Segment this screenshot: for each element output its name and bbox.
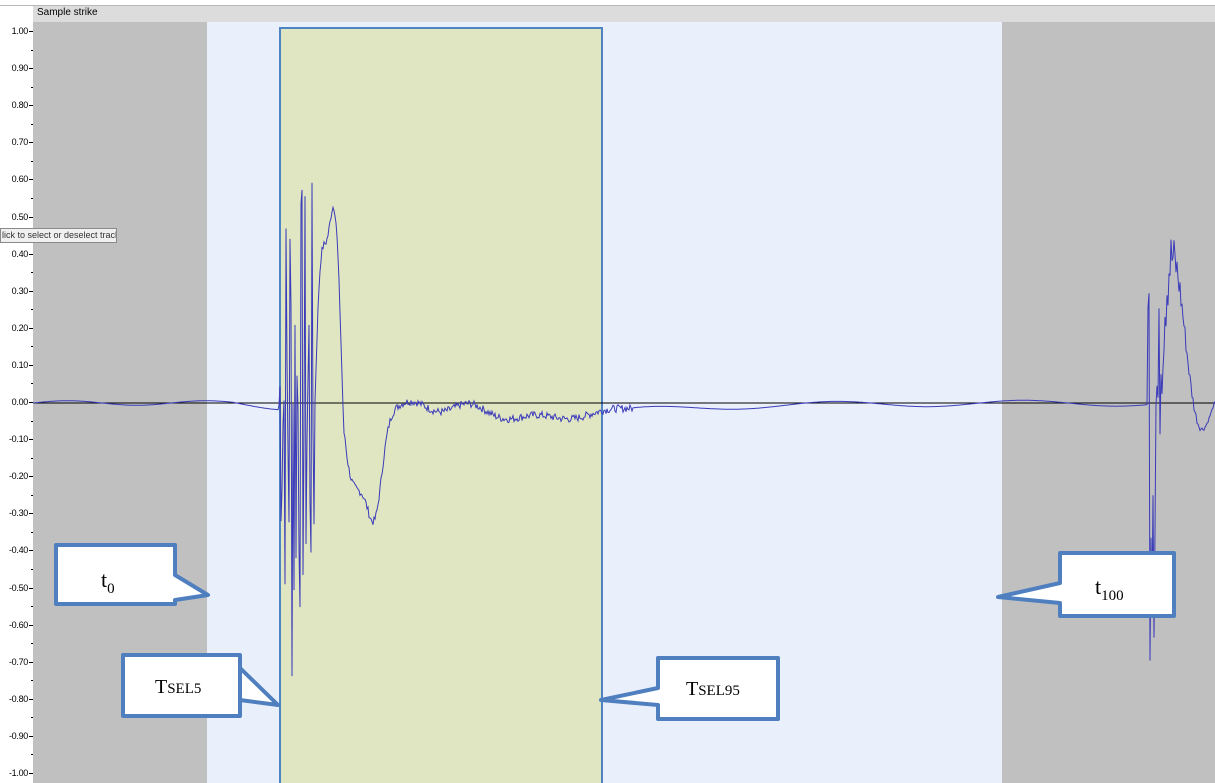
amplitude-tick-label: 0.30 (11, 285, 29, 296)
amplitude-minor-tick (31, 272, 33, 274)
amplitude-minor-tick (31, 197, 33, 199)
amplitude-minor-tick (31, 309, 33, 311)
amplitude-tick-label: -0.90 (8, 730, 28, 741)
amplitude-minor-tick (31, 160, 33, 162)
callout-t100-sub: 100 (1101, 588, 1124, 604)
callout-tsel5-main: T (155, 676, 168, 698)
amplitude-minor-tick (31, 457, 33, 459)
amplitude-minor-tick (31, 606, 33, 608)
callout-t0-sub: 0 (107, 581, 115, 597)
amplitude-tick-label: -0.20 (8, 471, 28, 482)
amplitude-minor-tick (31, 717, 33, 719)
callout-tsel5-sub: SEL5 (167, 681, 202, 697)
amplitude-tick-label: -0.40 (8, 545, 28, 556)
callout-t100-label: t100 (1095, 574, 1124, 605)
amplitude-tick-label: -0.30 (8, 508, 28, 519)
amplitude-minor-tick (31, 86, 33, 88)
amplitude-tick-mark (29, 587, 33, 589)
amplitude-tick-label: 0.50 (11, 211, 29, 222)
amplitude-minor-tick (31, 754, 33, 756)
amplitude-tick-mark (29, 773, 33, 774)
amplitude-minor-tick (31, 680, 33, 682)
callout-tsel5-label: TSEL5 (155, 676, 201, 699)
callout-tsel95-label: TSEL95 (686, 678, 740, 701)
track-header[interactable]: Sample strike (33, 6, 1215, 23)
amplitude-tick-label: 1.00 (11, 26, 29, 36)
amplitude-tick-label: -0.10 (8, 434, 28, 445)
top-border (0, 0, 1215, 6)
callout-t0-label: t0 (101, 567, 115, 598)
amplitude-minor-tick (31, 49, 33, 51)
amplitude-ruler: 1.00 0.90 0.80 0.70 0.60 0.50 0.40 0.30 0.20 0.10… (0, 22, 34, 783)
amplitude-minor-tick (31, 123, 33, 125)
amplitude-minor-tick (31, 494, 33, 496)
amplitude-tick-mark (29, 661, 33, 663)
amplitude-tick-label: 0.80 (11, 100, 29, 111)
amplitude-minor-tick (31, 346, 33, 348)
sel5-sel95-window[interactable] (279, 27, 603, 783)
amplitude-tick-label: -0.50 (8, 582, 28, 593)
track-title[interactable]: Sample strike (37, 7, 98, 18)
amplitude-tick-mark (29, 105, 33, 107)
amplitude-tick-label: 0.10 (11, 359, 29, 370)
waveform-canvas[interactable] (33, 22, 1215, 783)
callout-tsel95-sub: SEL95 (698, 683, 740, 699)
amplitude-tick-mark (29, 68, 33, 70)
amplitude-minor-tick (31, 383, 33, 385)
callout-tsel95-main: T (686, 678, 699, 700)
amplitude-tick-label: 0.60 (11, 174, 29, 185)
amplitude-tick-mark (29, 550, 33, 552)
amplitude-tick-mark (29, 31, 33, 32)
amplitude-tick-label: 0.90 (11, 63, 29, 74)
amplitude-tick-label: -0.80 (8, 693, 28, 704)
amplitude-tick-mark (29, 290, 33, 292)
amplitude-minor-tick (31, 568, 33, 570)
amplitude-tick-mark (29, 624, 33, 626)
amplitude-tick-mark (29, 476, 33, 478)
amplitude-tick-mark (29, 327, 33, 329)
amplitude-minor-tick (31, 531, 33, 533)
amplitude-tick-label: 0.70 (11, 137, 29, 148)
amplitude-tick-label: 0.40 (11, 248, 29, 259)
amplitude-tick-label: -0.70 (8, 656, 28, 667)
amplitude-minor-tick (31, 420, 33, 422)
amplitude-minor-tick (31, 643, 33, 645)
amplitude-tick-mark (29, 402, 33, 403)
amplitude-tick-mark (29, 698, 33, 700)
amplitude-tick-mark (29, 735, 33, 737)
waveform-area[interactable] (33, 22, 1215, 783)
amplitude-tick-mark (29, 513, 33, 515)
amplitude-tick-mark (29, 216, 33, 218)
amplitude-tick-mark (29, 364, 33, 366)
amplitude-tick-mark (29, 253, 33, 255)
amplitude-tick-mark (29, 439, 33, 441)
amplitude-tick-label: -1.00 (8, 768, 28, 778)
waveform (33, 182, 1215, 677)
select-track-tooltip: lick to select or deselect track. (0, 228, 117, 243)
amplitude-tick-mark (29, 179, 33, 181)
amplitude-tick-label: 0.20 (11, 322, 29, 333)
amplitude-tick-mark (29, 142, 33, 144)
amplitude-tick-label: 0.00 (11, 397, 29, 407)
amplitude-tick-label: -0.60 (8, 619, 28, 630)
